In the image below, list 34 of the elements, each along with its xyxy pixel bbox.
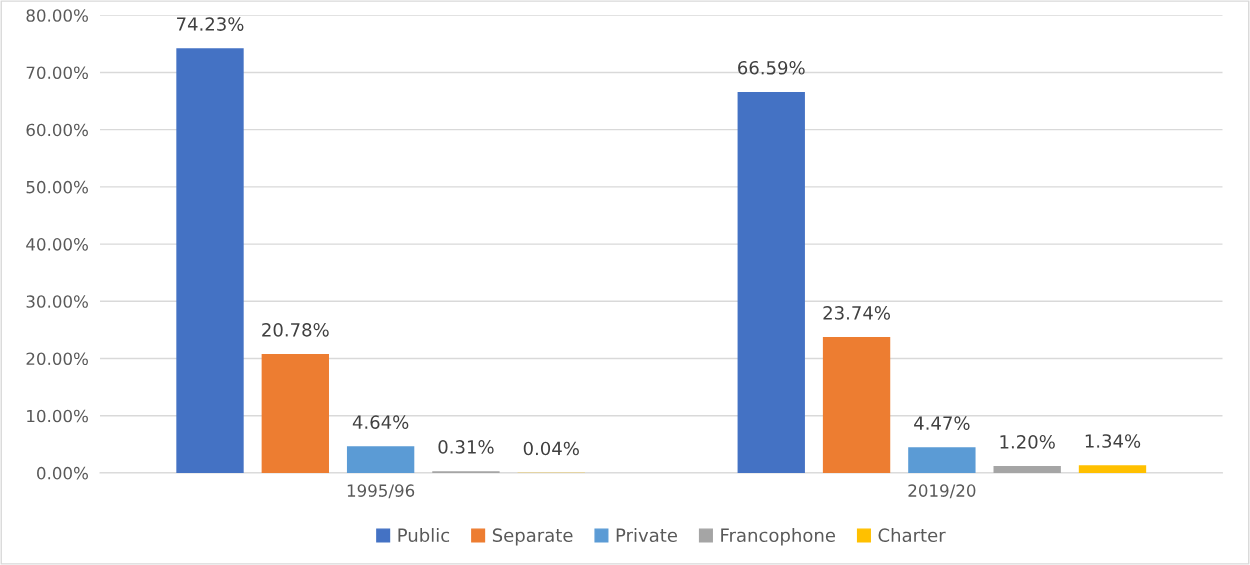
y-tick-label: 60.00%: [26, 123, 88, 137]
data-label: 74.23%: [177, 17, 244, 31]
bar: [993, 466, 1061, 473]
legend-label: Charter: [878, 528, 946, 543]
data-label: 1.34%: [1085, 434, 1141, 448]
bar: [908, 447, 976, 473]
data-label: 0.04%: [523, 441, 579, 456]
data-label: 23.74%: [823, 306, 890, 320]
y-tick-label: 30.00%: [26, 295, 88, 308]
x-tick-label: 1995/96: [347, 484, 415, 499]
y-tick-label: 40.00%: [26, 238, 88, 251]
legend-label: Francophone: [721, 528, 835, 546]
y-tick-label: 20.00%: [26, 352, 88, 366]
legend-label: Public: [398, 528, 450, 543]
bar: [176, 48, 244, 473]
legend-label: Private: [616, 528, 677, 543]
y-tick-label: 50.00%: [26, 180, 88, 194]
data-label: 66.59%: [738, 60, 805, 75]
bar: [822, 337, 891, 473]
bar: [346, 446, 415, 473]
data-label: 20.78%: [262, 322, 329, 337]
data-label: 1.20%: [1000, 435, 1055, 449]
x-tick-label: 2019/20: [908, 484, 976, 499]
legend-label: Separate: [492, 528, 573, 546]
bar: [1078, 465, 1147, 473]
y-tick-label: 70.00%: [26, 66, 88, 80]
y-tick-label: 10.00%: [27, 409, 88, 423]
bar: [261, 354, 329, 473]
bar: [737, 91, 805, 473]
data-label: 4.47%: [914, 416, 970, 430]
data-label: 4.64%: [352, 415, 409, 429]
y-tick-label: 80.00%: [26, 9, 88, 22]
data-label: 0.31%: [438, 440, 494, 454]
y-tick-label: 0.00%: [37, 466, 88, 480]
